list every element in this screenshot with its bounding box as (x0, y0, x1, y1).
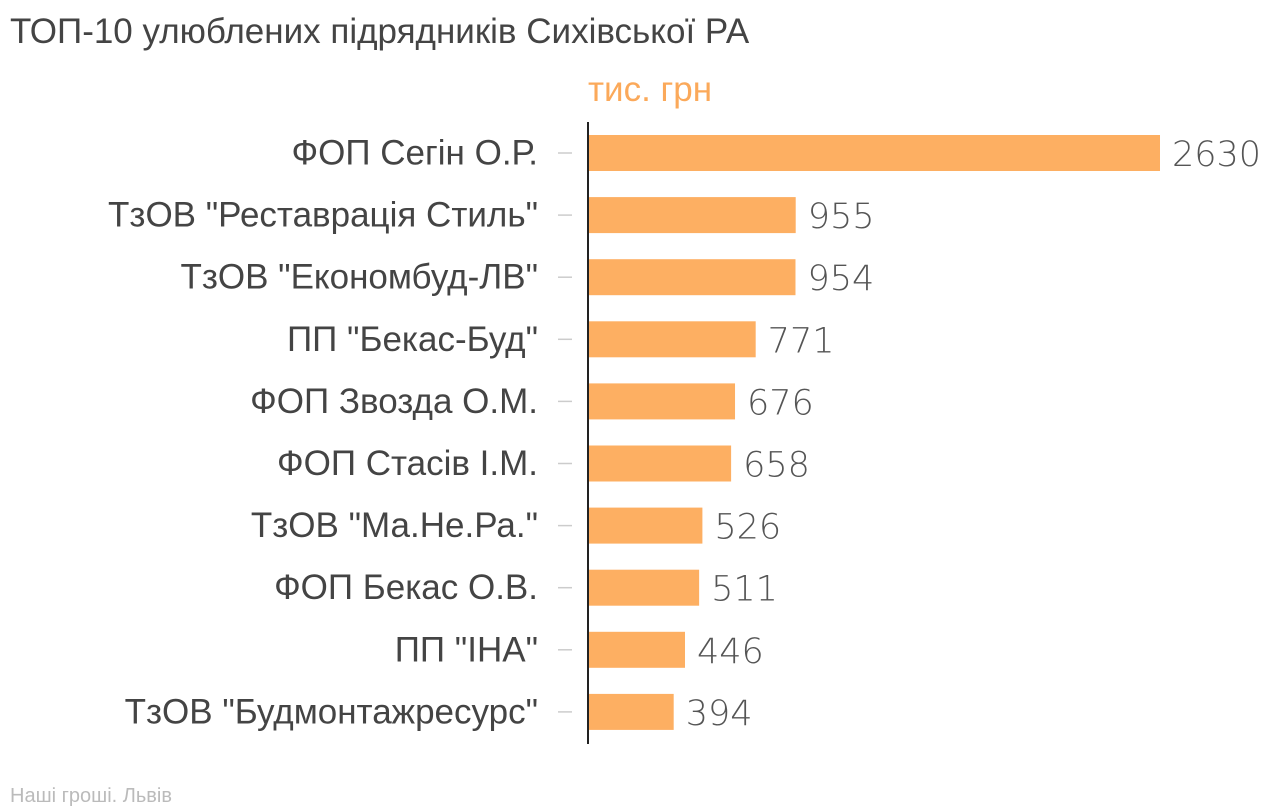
category-label: ФОП Стасів І.М. (277, 444, 538, 483)
bar (588, 507, 703, 544)
value-label: 771 (768, 321, 835, 361)
bar (588, 631, 686, 668)
bar (588, 569, 700, 606)
category-label: ТзОВ "Реставрація Стиль" (108, 196, 538, 235)
value-label: 511 (711, 570, 778, 610)
value-label: 954 (807, 259, 874, 299)
bar (588, 259, 796, 296)
source-credit: Наші гроші. Львів (10, 785, 172, 807)
category-label: ТзОВ "Економбуд-ЛВ" (180, 258, 538, 297)
value-label: 394 (686, 694, 753, 734)
bar (588, 135, 1160, 171)
bar (588, 197, 796, 234)
value-label: 526 (714, 508, 781, 548)
bar (588, 383, 736, 420)
value-label: 658 (743, 446, 810, 486)
category-label: ПП "Бекас-Буд" (287, 320, 538, 359)
chart-title: ТОП-10 улюблених підрядників Сихівської … (10, 12, 750, 51)
value-label: 955 (808, 197, 875, 237)
category-label: ФОП Звозда О.М. (250, 382, 538, 421)
bar (588, 445, 732, 482)
unit-label: тис. грн (588, 70, 713, 109)
category-label: ФОП Бекас О.В. (274, 568, 538, 607)
category-label: ПП "ІНА" (395, 630, 538, 669)
bar (588, 321, 756, 358)
category-label: ТзОВ "Ма.Не.Ра." (251, 506, 538, 545)
value-label: 2630 (1172, 135, 1261, 175)
category-label: ФОП Сегін О.Р. (292, 134, 538, 173)
value-label: 446 (697, 632, 764, 672)
value-label: 676 (747, 383, 814, 423)
bar (588, 693, 674, 730)
category-label: ТзОВ "Будмонтажресурс" (125, 692, 538, 731)
